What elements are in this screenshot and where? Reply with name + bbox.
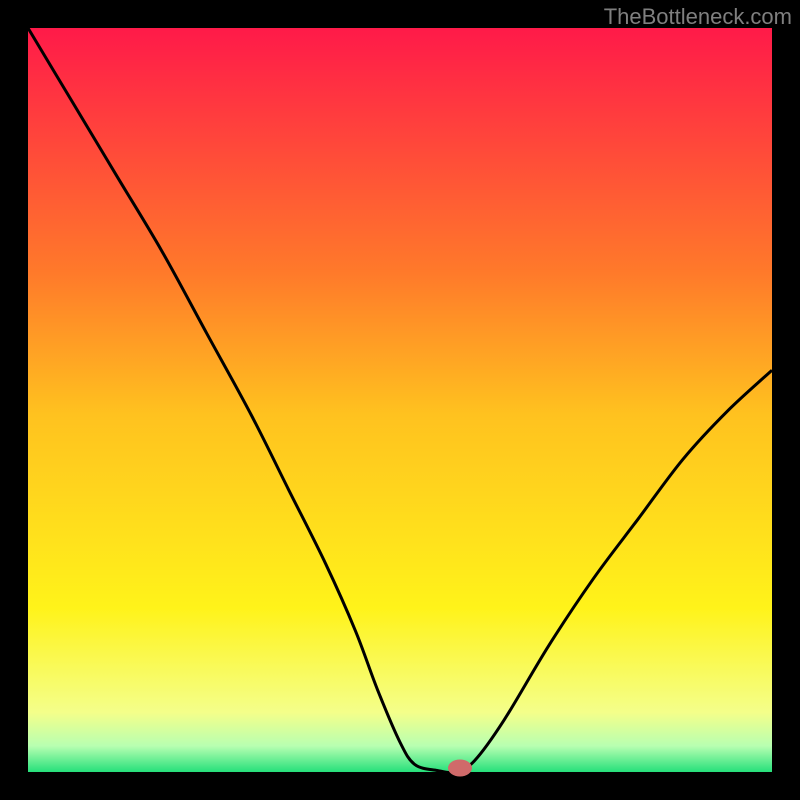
watermark-text: TheBottleneck.com	[604, 4, 792, 30]
bottleneck-curve	[28, 28, 772, 772]
optimal-marker	[448, 759, 472, 776]
plot-area	[28, 28, 772, 772]
